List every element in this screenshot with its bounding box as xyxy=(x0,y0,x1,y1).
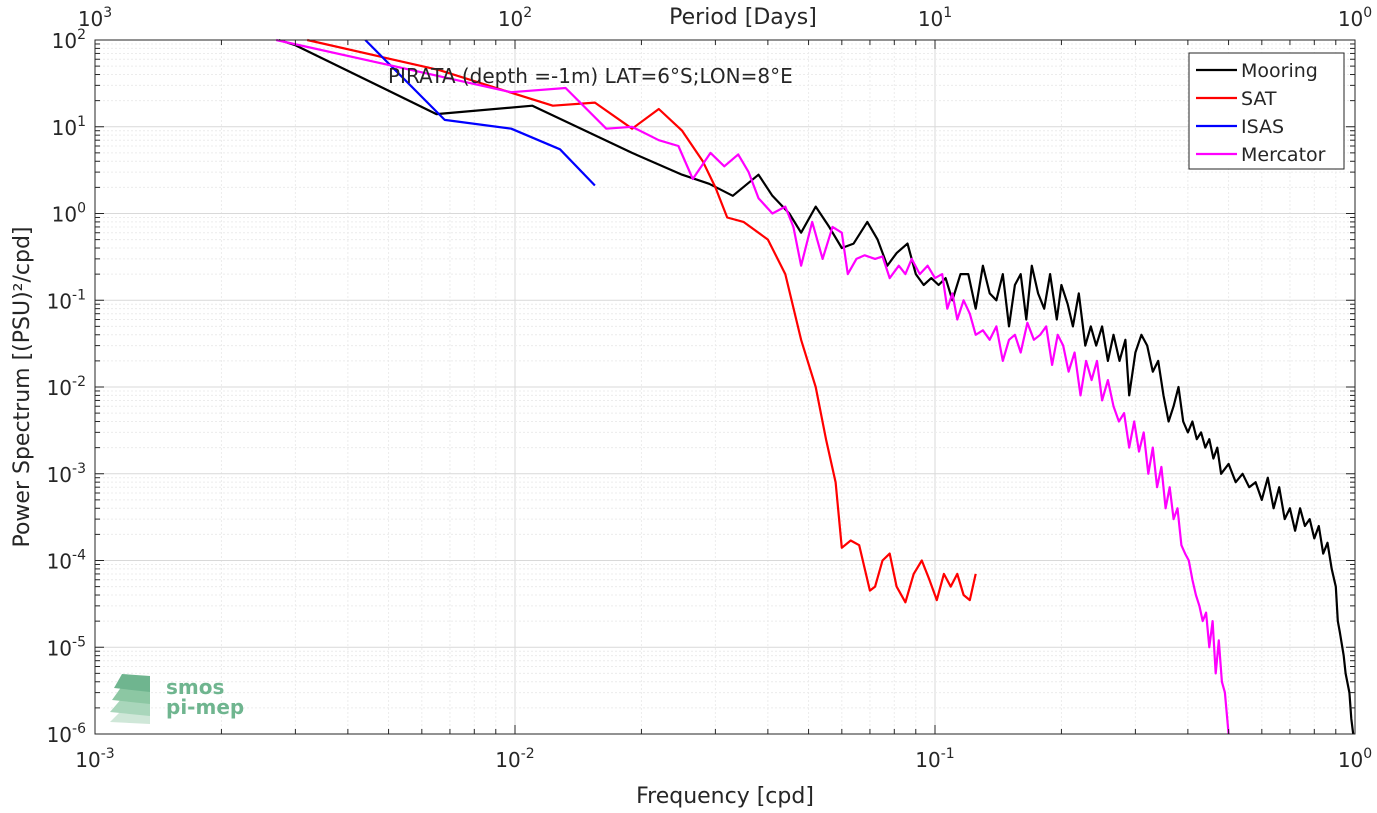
legend-box xyxy=(1188,52,1345,170)
grid-lines xyxy=(94,40,1355,735)
series-line-mooring xyxy=(278,38,1355,735)
x-axis-label: Frequency [cpd] xyxy=(636,784,814,809)
y-tick-label: 10-6 xyxy=(47,721,87,747)
x-tick-label: 10-1 xyxy=(915,746,954,772)
series-line-mercator xyxy=(275,38,1230,735)
x-tick-label: 10-3 xyxy=(75,746,114,772)
y-tick-label: 10-4 xyxy=(47,548,87,574)
y-tick-label: 10-2 xyxy=(47,374,86,400)
y-tick-label: 101 xyxy=(52,114,86,140)
tick-marks xyxy=(94,39,1356,735)
x-tick-label: 10-2 xyxy=(495,746,534,772)
x-tick-label: 100 xyxy=(1338,746,1372,772)
series-lines xyxy=(275,38,1355,735)
logo-text-smos: smos xyxy=(166,675,224,699)
top-tick-label: 100 xyxy=(1338,5,1372,31)
y-tick-label: 102 xyxy=(52,27,86,53)
y-tick-label: 10-5 xyxy=(47,634,86,660)
legend-label-sat: SAT xyxy=(1241,88,1277,110)
chart-title: PIRATA (depth =-1m) LAT=6°S;LON=8°E xyxy=(388,64,793,88)
top-tick-label: 102 xyxy=(498,5,532,31)
y-tick-label: 100 xyxy=(52,201,86,227)
legend-label-isas: ISAS xyxy=(1241,116,1284,138)
y-tick-label: 10-3 xyxy=(47,461,86,487)
smos-pimep-logo: smos pi-mep xyxy=(110,674,244,724)
legend-label-mercator: Mercator xyxy=(1241,144,1326,166)
legend-label-mooring: Mooring xyxy=(1241,60,1318,82)
series-line-isas xyxy=(364,39,596,187)
logo-stack-icon xyxy=(110,674,150,724)
legend: Mooring SAT ISAS Mercator xyxy=(1188,52,1345,170)
series-line-sat xyxy=(306,38,977,604)
y-tick-label: 10-1 xyxy=(47,287,86,313)
y-axis-label: Power Spectrum [(PSU)²/cpd] xyxy=(10,226,35,547)
logo-text-pimep: pi-mep xyxy=(166,695,244,719)
top-tick-label: 103 xyxy=(78,5,112,31)
top-axis-label: Period [Days] xyxy=(669,5,817,30)
top-tick-label: 101 xyxy=(918,5,952,31)
